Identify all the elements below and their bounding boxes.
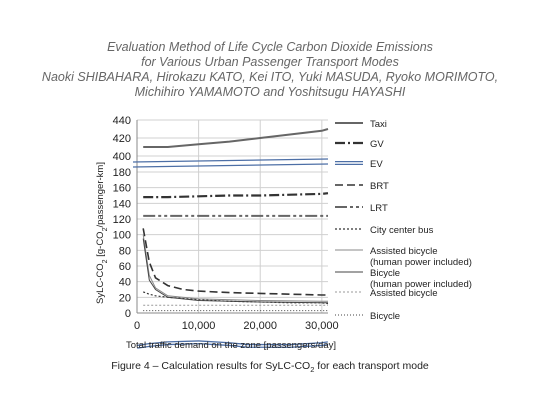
series-line-gv-1 [143, 192, 329, 199]
series-lines [136, 128, 329, 349]
y-tick-label: 420 [113, 133, 131, 145]
x-tick-label: 30,000 [305, 320, 339, 332]
caption-suffix: for each transport mode [314, 360, 429, 372]
x-tick-label: 10,000 [182, 320, 216, 332]
y-tick-label: 120 [113, 214, 131, 226]
x-tick-label: 20,000 [243, 320, 277, 332]
series-line-brt-3 [142, 228, 328, 296]
y-tick-label: 400 [113, 151, 131, 163]
x-tick-label: 0 [134, 320, 140, 332]
plot-axes [132, 120, 329, 314]
legend-label: City center bus [370, 225, 434, 236]
y-tick-label: 140 [113, 198, 131, 210]
y-tick-label: 40 [119, 277, 131, 289]
legend-label: Assisted bicycle [370, 288, 438, 299]
caption-prefix: Figure 4 – Calculation results for SyLC-… [111, 360, 311, 372]
legend-label: GV [370, 139, 384, 150]
legend: Taxi GV EV BRT LRT City center bus Assisted bi… [335, 119, 472, 322]
axis-break-mark [132, 158, 329, 163]
paper-title-line-2: for Various Urban Passenger Transport Mo… [141, 55, 399, 69]
y-tick-label: 0 [125, 308, 131, 320]
legend-label: Assisted bicycle (human power included) [370, 246, 472, 268]
y-tick-label: 20 [119, 292, 131, 304]
y-tick-label: 440 [113, 115, 131, 127]
series-line-ev-2-inner [136, 341, 329, 348]
figure-caption: Figure 4 – Calculation results for SyLC-… [0, 360, 540, 374]
legend-label: BRT [370, 181, 389, 192]
series-line-assisted-bicycle-6 [142, 234, 328, 302]
y-tick-label: 80 [119, 245, 131, 257]
legend-label: Bicycle [370, 311, 400, 322]
tick-labels: 0 20 40 60 80 100 120 140 160 180 400 420 440 0 10,000… [113, 115, 339, 332]
y-tick-label: 60 [119, 261, 131, 273]
authors-line-1: Naoki SHIBAHARA, Hirokazu KATO, Kei ITO,… [41, 70, 499, 84]
caption-subscript: 2 [310, 365, 315, 375]
y-tick-label: 180 [113, 167, 131, 179]
x-axis-label: Total traffic demand on the zone [passen… [126, 340, 336, 351]
paper-title-line-1: Evaluation Method of Life Cycle Carbon D… [107, 40, 433, 54]
legend-label: LRT [370, 203, 388, 214]
y-tick-label: 100 [113, 230, 131, 242]
plot-grid [136, 119, 328, 314]
series-line-taxi-0 [143, 128, 329, 148]
y-tick-label: 160 [113, 183, 131, 195]
legend-label: Taxi [370, 119, 387, 130]
legend-label: Bicycle (human power included) [370, 268, 472, 290]
legend-label: EV [370, 159, 383, 170]
authors-line-2: Michihiro YAMAMOTO and Yoshitsugu HAYASH… [134, 85, 406, 99]
series-line-bicycle-7 [142, 238, 328, 304]
axis-break-mark [132, 163, 329, 168]
y-axis-label: SyLC-CO2 [g-CO2/passenger-km] [95, 162, 109, 304]
